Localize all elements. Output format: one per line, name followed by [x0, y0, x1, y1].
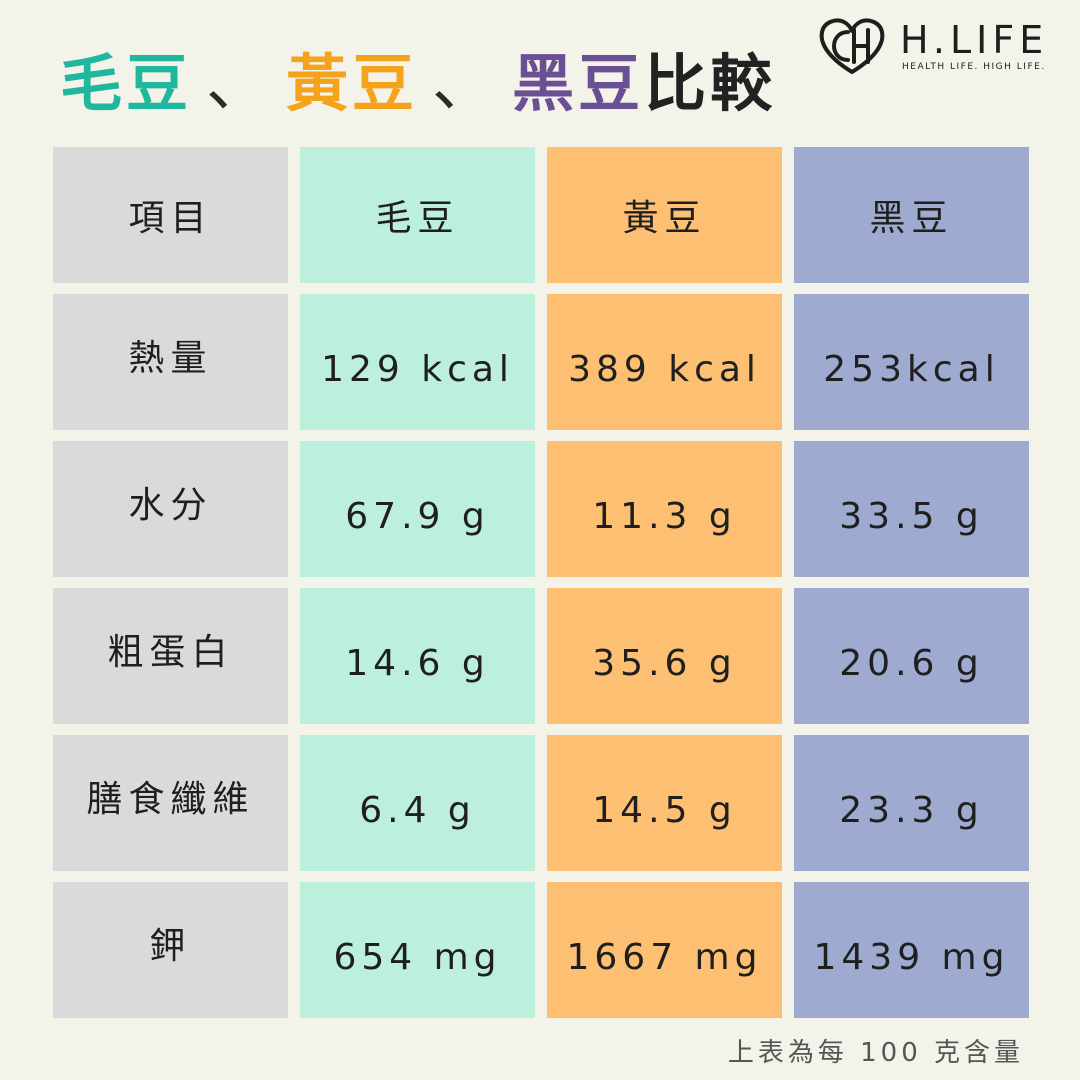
cell-black-soybean: 33.5 g: [794, 441, 1029, 577]
cell-black-soybean: 20.6 g: [794, 588, 1029, 724]
title-compare: 比較: [644, 47, 777, 120]
cell-edamame: 654 mg: [300, 882, 535, 1018]
cell-black-soybean: 1439 mg: [794, 882, 1029, 1018]
logo-name: H.LIFE: [900, 18, 1049, 62]
row-label: 膳食纖維: [53, 735, 288, 871]
cell-soybean: 1667 mg: [547, 882, 782, 1018]
logo-tagline: HEALTH LIFE. HIGH LIFE.: [902, 62, 1046, 72]
header-item: 項目: [53, 147, 288, 283]
cell-edamame: 14.6 g: [300, 588, 535, 724]
cell-edamame: 129 kcal: [300, 294, 535, 430]
cell-edamame: 67.9 g: [300, 441, 535, 577]
footnote: 上表為每 100 克含量: [727, 1038, 1024, 1068]
title-soybean: 黃豆: [286, 47, 419, 120]
cell-black-soybean: 253kcal: [794, 294, 1029, 430]
row-label: 鉀: [53, 882, 288, 1018]
header-edamame: 毛豆: [300, 147, 535, 283]
header-soybean: 黃豆: [547, 147, 782, 283]
title-black-soybean: 黑豆: [512, 47, 645, 120]
row-label: 粗蛋白: [53, 588, 288, 724]
title-edamame: 毛豆: [60, 47, 193, 120]
cell-black-soybean: 23.3 g: [794, 735, 1029, 871]
row-label: 熱量: [53, 294, 288, 430]
row-label: 水分: [53, 441, 288, 577]
cell-soybean: 14.5 g: [547, 735, 782, 871]
page-title: 毛豆 、 黃豆 、 黑豆 比較: [60, 38, 776, 120]
cell-edamame: 6.4 g: [300, 735, 535, 871]
heart-ch-logo-icon: [819, 18, 885, 74]
brand-logo: H.LIFE HEALTH LIFE. HIGH LIFE.: [818, 14, 1058, 78]
cell-soybean: 11.3 g: [547, 441, 782, 577]
title-separator: 、: [206, 47, 273, 120]
header-black-soybean: 黑豆: [794, 147, 1029, 283]
cell-soybean: 35.6 g: [547, 588, 782, 724]
cell-soybean: 389 kcal: [547, 294, 782, 430]
comparison-table: 項目 毛豆 黃豆 黑豆 熱量 129 kcal 389 kcal 253kcal…: [53, 147, 1029, 1018]
title-separator: 、: [432, 47, 499, 120]
